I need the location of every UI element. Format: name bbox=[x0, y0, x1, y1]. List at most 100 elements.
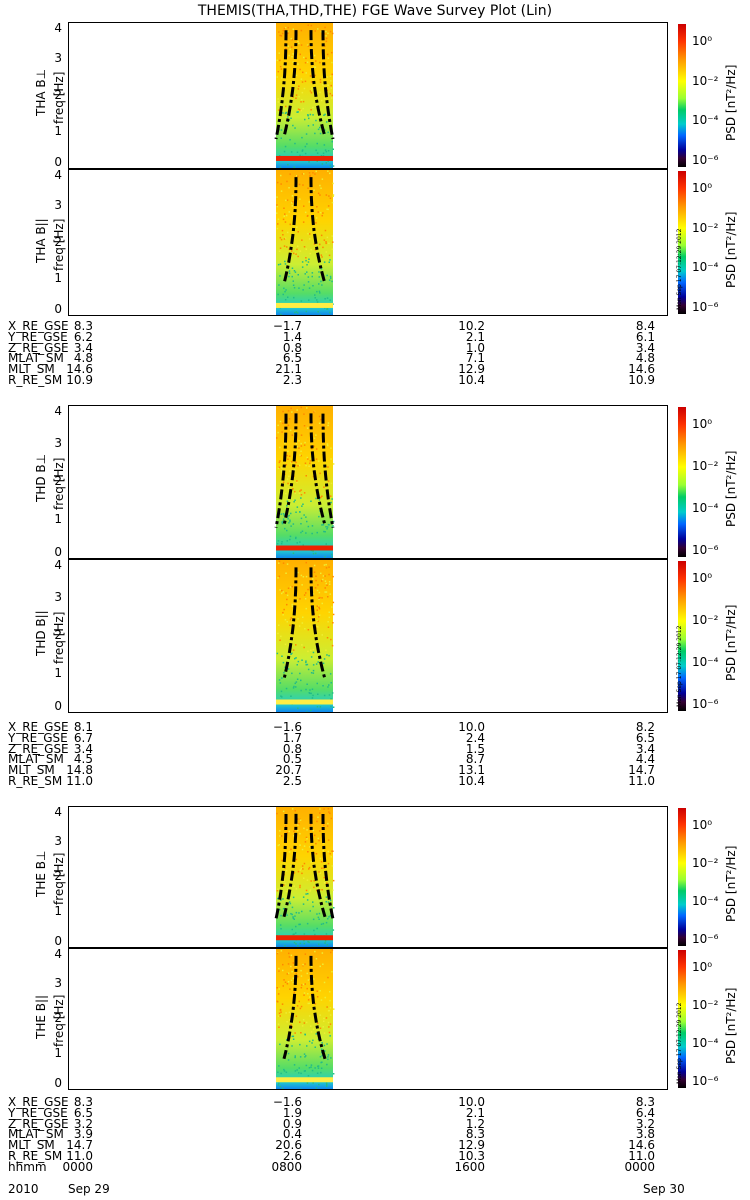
psd-speckle bbox=[318, 516, 320, 518]
y-tick-label: 4 bbox=[42, 805, 62, 819]
psd-speckle bbox=[329, 1035, 331, 1037]
psd-speckle bbox=[314, 880, 316, 882]
psd-speckle bbox=[320, 706, 322, 708]
psd-speckle bbox=[316, 928, 318, 930]
ephemeris-value: 10.9 bbox=[53, 375, 93, 386]
psd-speckle bbox=[330, 698, 332, 700]
psd-speckle bbox=[300, 1073, 302, 1075]
psd-speckle bbox=[329, 991, 331, 993]
psd-speckle bbox=[299, 465, 301, 467]
psd-speckle bbox=[293, 885, 295, 887]
psd-speckle bbox=[294, 1064, 296, 1066]
psd-speckle bbox=[296, 311, 298, 313]
psd-speckle bbox=[319, 830, 321, 832]
psd-speckle bbox=[297, 465, 299, 467]
psd-speckle bbox=[309, 1015, 311, 1017]
psd-speckle bbox=[302, 81, 304, 83]
colorbar-title: PSD [nT²/Hz] bbox=[724, 988, 738, 1064]
psd-speckle bbox=[319, 62, 321, 64]
psd-speckle bbox=[280, 1073, 282, 1075]
ephemeris-row-name: hhmm bbox=[8, 1162, 47, 1173]
psd-speckle bbox=[292, 434, 294, 436]
psd-speckle bbox=[324, 239, 326, 241]
psd-speckle bbox=[281, 239, 283, 241]
psd-speckle bbox=[294, 658, 296, 660]
psd-speckle bbox=[295, 1070, 297, 1072]
psd-speckle bbox=[318, 460, 320, 462]
psd-speckle bbox=[295, 1055, 297, 1057]
y-tick-label: 3 bbox=[42, 51, 62, 65]
psd-speckle bbox=[309, 238, 311, 240]
psd-speckle bbox=[328, 566, 330, 568]
psd-speckle bbox=[324, 658, 326, 660]
psd-speckle bbox=[315, 553, 317, 555]
spectrogram-svg bbox=[69, 807, 667, 947]
colorbar bbox=[678, 808, 686, 946]
psd-speckle bbox=[322, 685, 324, 687]
psd-speckle bbox=[285, 825, 287, 827]
psd-speckle bbox=[285, 299, 287, 301]
psd-speckle bbox=[315, 498, 317, 500]
bright-band bbox=[276, 1077, 333, 1082]
psd-speckle bbox=[307, 233, 309, 235]
colorbar-title: PSD [nT²/Hz] bbox=[724, 605, 738, 681]
psd-speckle bbox=[319, 913, 321, 915]
psd-speckle bbox=[291, 914, 293, 916]
psd-speckle bbox=[295, 943, 297, 945]
psd-speckle bbox=[326, 1082, 328, 1084]
psd-speckle bbox=[297, 1005, 299, 1007]
psd-speckle bbox=[305, 953, 307, 955]
ephemeris-value: 1600 bbox=[445, 1162, 485, 1173]
psd-speckle bbox=[320, 573, 322, 575]
psd-speckle bbox=[293, 831, 295, 833]
psd-speckle bbox=[282, 964, 284, 966]
probe-label: THD B⊥ bbox=[34, 454, 48, 502]
psd-speckle bbox=[311, 656, 313, 658]
psd-speckle bbox=[305, 516, 307, 518]
psd-speckle bbox=[314, 835, 316, 837]
psd-speckle bbox=[316, 620, 318, 622]
psd-speckle bbox=[325, 650, 327, 652]
psd-speckle bbox=[317, 301, 319, 303]
psd-speckle bbox=[304, 425, 306, 427]
psd-speckle bbox=[307, 188, 309, 190]
psd-speckle bbox=[314, 572, 316, 574]
psd-speckle bbox=[301, 644, 303, 646]
psd-speckle bbox=[322, 247, 324, 249]
psd-speckle bbox=[307, 923, 309, 925]
psd-speckle bbox=[329, 581, 331, 583]
freq-axis-label: freq [Hz] bbox=[52, 853, 66, 905]
psd-speckle bbox=[327, 1056, 329, 1058]
psd-speckle bbox=[306, 475, 308, 477]
psd-speckle bbox=[315, 434, 317, 436]
colorbar-title: PSD [nT²/Hz] bbox=[724, 64, 738, 140]
psd-speckle bbox=[318, 271, 320, 273]
psd-speckle bbox=[333, 1073, 335, 1075]
ephemeris-value: 10.4 bbox=[445, 375, 485, 386]
psd-speckle bbox=[279, 679, 281, 681]
psd-speckle bbox=[326, 41, 328, 43]
psd-speckle bbox=[293, 962, 295, 964]
psd-speckle bbox=[304, 594, 306, 596]
psd-speckle bbox=[278, 625, 280, 627]
psd-speckle bbox=[312, 276, 314, 278]
psd-speckle bbox=[285, 573, 287, 575]
psd-speckle bbox=[283, 482, 285, 484]
psd-speckle bbox=[309, 233, 311, 235]
psd-speckle bbox=[314, 1067, 316, 1069]
psd-speckle bbox=[307, 851, 309, 853]
spectrogram-panel bbox=[68, 948, 668, 1090]
psd-speckle bbox=[314, 947, 316, 948]
psd-speckle bbox=[299, 673, 301, 675]
psd-speckle bbox=[300, 690, 302, 692]
psd-speckle bbox=[314, 951, 316, 953]
psd-speckle bbox=[276, 813, 278, 815]
colorbar-tick-label: 10⁻⁶ bbox=[692, 543, 718, 557]
psd-speckle bbox=[298, 88, 300, 90]
psd-speckle bbox=[317, 1023, 319, 1025]
psd-speckle bbox=[301, 99, 303, 101]
psd-speckle bbox=[292, 1036, 294, 1038]
psd-speckle bbox=[327, 526, 329, 528]
psd-speckle bbox=[277, 432, 279, 434]
psd-speckle bbox=[324, 144, 326, 146]
